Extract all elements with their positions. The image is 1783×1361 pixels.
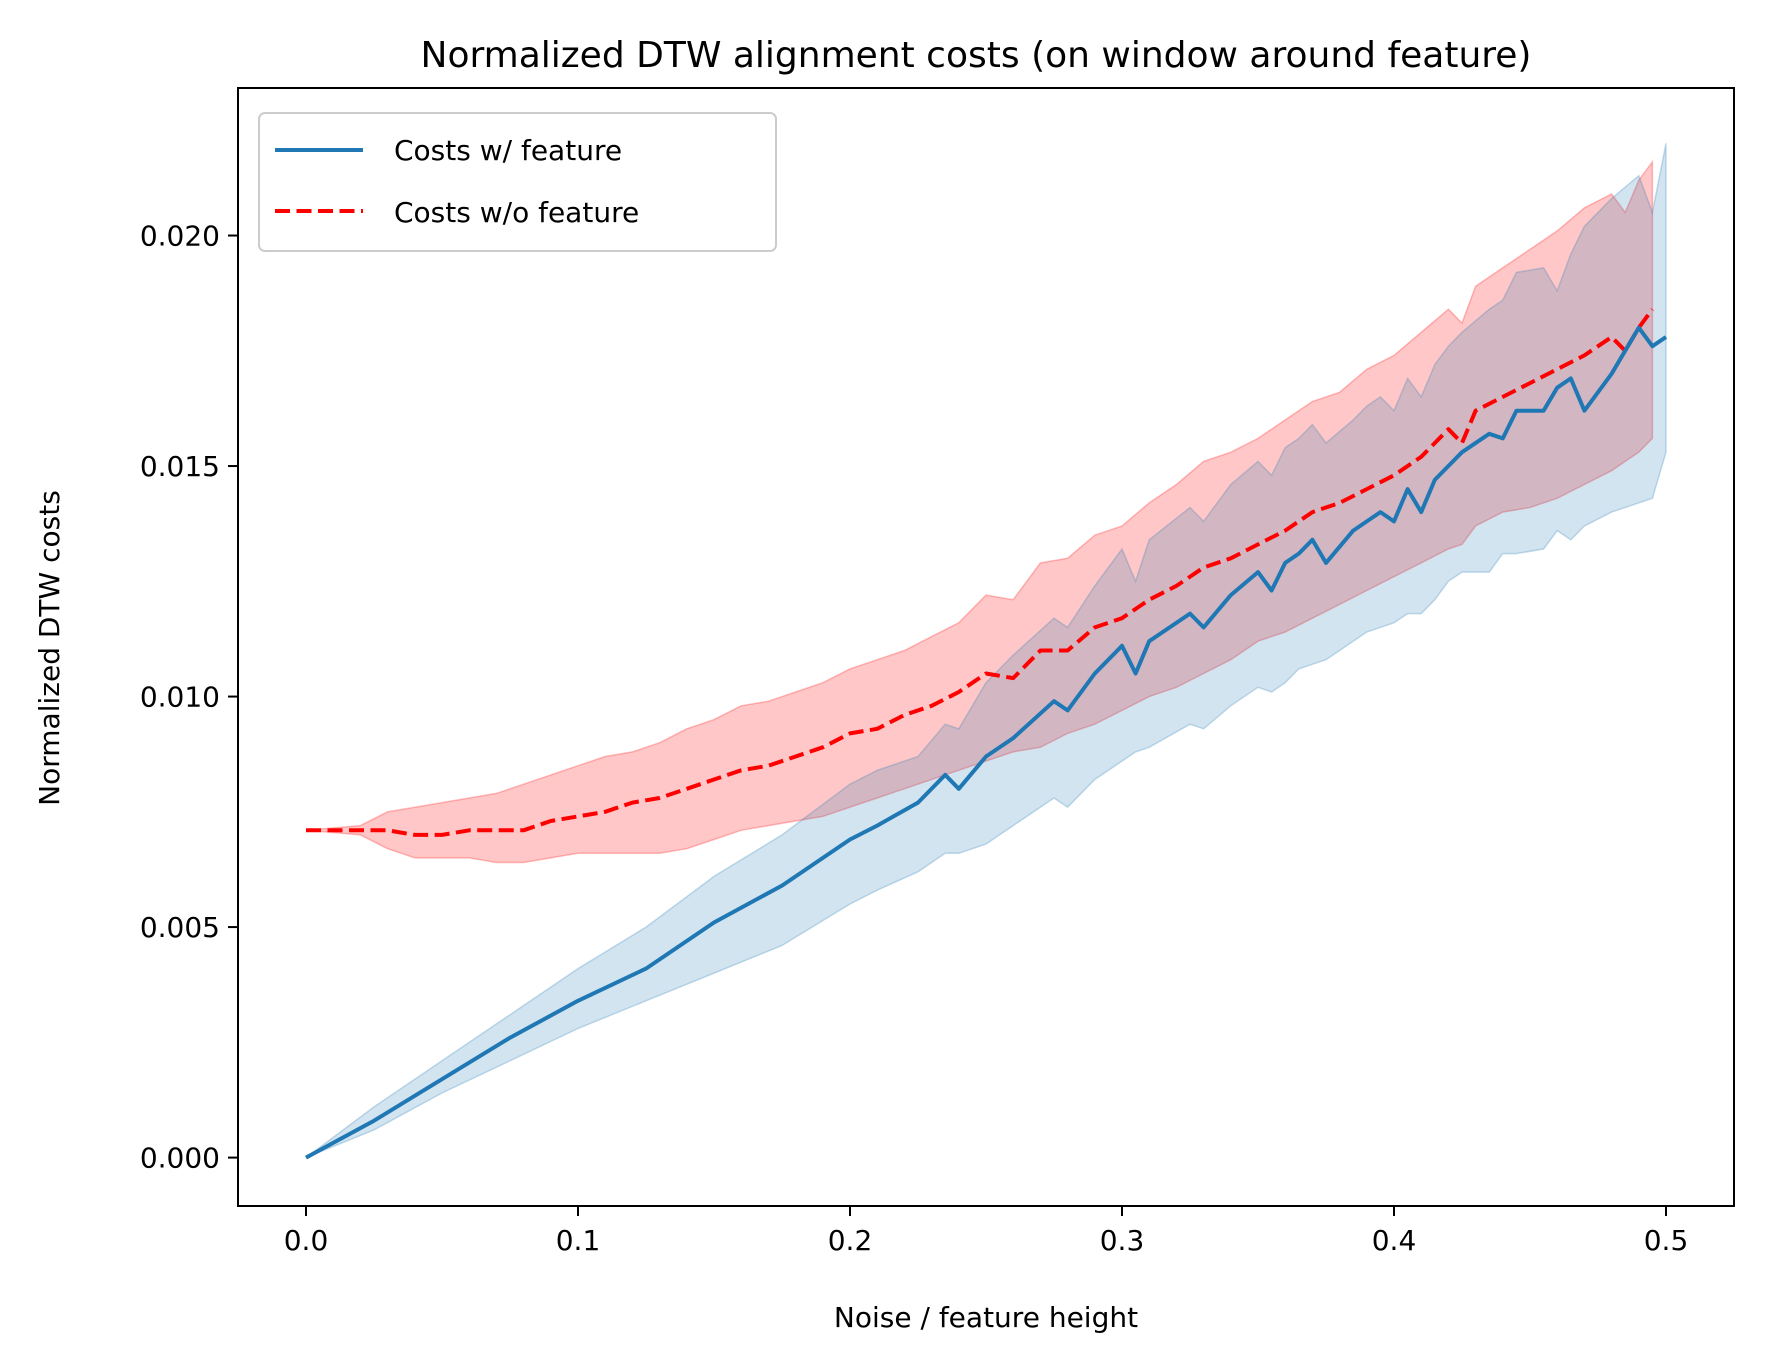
band-series-0 — [305, 143, 1667, 1159]
y-axis-label: Normalized DTW costs — [33, 490, 66, 806]
legend-box — [258, 112, 777, 252]
y-axis-ticks: 0.000 0.005 0.010 0.015 0.020 — [140, 220, 238, 1175]
x-axis-ticks: 0.0 0.1 0.2 0.3 0.4 0.5 — [284, 1206, 1689, 1257]
y-tick-label: 0.015 — [140, 450, 220, 483]
x-axis-label: Noise / feature height — [834, 1301, 1138, 1334]
y-tick-label: 0.010 — [140, 681, 220, 714]
x-tick-label: 0.2 — [828, 1224, 873, 1257]
line-series-1 — [306, 308, 1655, 837]
line-series-0 — [305, 325, 1668, 1160]
series-lines — [305, 308, 1668, 1160]
legend-label-costs-with-feature: Costs w/ feature — [394, 134, 622, 167]
x-tick-label: 0.1 — [556, 1224, 601, 1257]
legend-label-costs-without-feature: Costs w/o feature — [394, 196, 639, 229]
x-tick-label: 0.5 — [1644, 1224, 1689, 1257]
y-tick-label: 0.005 — [140, 911, 220, 944]
y-tick-label: 0.020 — [140, 220, 220, 253]
y-tick-label: 0.000 — [140, 1142, 220, 1175]
chart-title: Normalized DTW alignment costs (on windo… — [421, 35, 1532, 76]
x-tick-label: 0.4 — [1372, 1224, 1417, 1257]
legend: Costs w/ feature Costs w/o feature — [258, 112, 777, 252]
x-tick-label: 0.0 — [284, 1224, 329, 1257]
plot-frame — [237, 87, 1735, 1207]
x-tick-label: 0.3 — [1100, 1224, 1145, 1257]
